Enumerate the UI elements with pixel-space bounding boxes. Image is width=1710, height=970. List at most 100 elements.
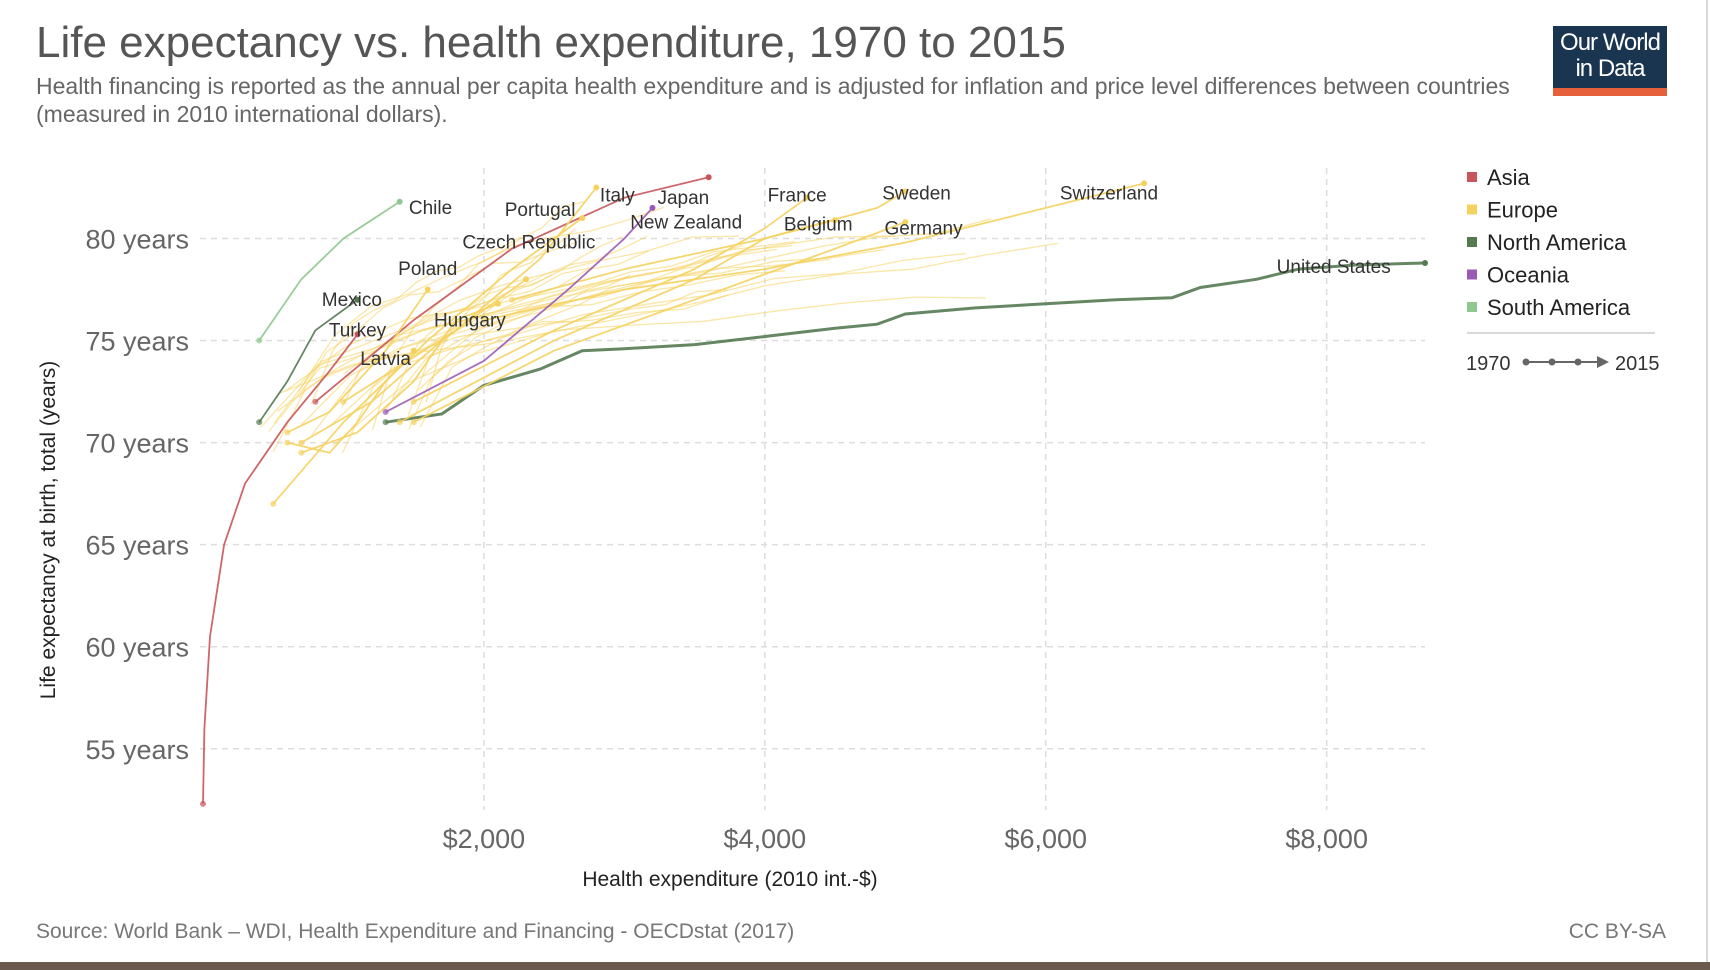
series-lines [200, 174, 1428, 807]
logo-accent-bar [1553, 88, 1667, 96]
series-end-point [354, 296, 361, 303]
series-end-point [902, 188, 909, 195]
legend-item-label[interactable]: Oceania [1487, 263, 1570, 288]
x-tick-label: $8,000 [1285, 824, 1368, 854]
series-line[interactable] [287, 350, 415, 454]
series-end-point [410, 347, 417, 354]
x-tick-label: $4,000 [724, 824, 807, 854]
country-label[interactable]: Czech Republic [462, 233, 595, 254]
background-trajectory [268, 248, 777, 432]
country-label[interactable]: Poland [398, 259, 457, 280]
legend-item-label[interactable]: Europe [1487, 198, 1558, 223]
series-line[interactable] [286, 288, 429, 434]
legend: Asia Europe North America Oceania South Amer… [1466, 165, 1660, 375]
timeline-dot [1548, 358, 1556, 366]
series-line[interactable] [483, 182, 1145, 321]
background-trajectory [328, 252, 966, 428]
series-end-point [523, 276, 530, 283]
y-tick-label: 75 years [85, 327, 189, 357]
background-trajectory [332, 242, 1058, 446]
series-line[interactable] [258, 200, 401, 342]
x-axis-title: Health expenditure (2010 int.-$) [582, 868, 877, 891]
series-start-point [256, 419, 263, 426]
series-end-point [1141, 180, 1148, 187]
series-start-point [382, 408, 389, 415]
chart-svg: Chile Portugal Italy Japan France Sweden Switz… [37, 165, 1660, 891]
logo-line-2: in Data [1575, 55, 1645, 82]
country-label[interactable]: Latvia [360, 349, 411, 370]
background-trajectory [280, 296, 987, 394]
background-trajectory [298, 241, 578, 399]
background-trajectory [408, 274, 631, 430]
country-label[interactable]: Japan [657, 188, 709, 209]
series-end-point [1422, 259, 1428, 266]
series-line[interactable] [399, 219, 836, 423]
y-tick-label: 55 years [85, 735, 189, 765]
country-label[interactable]: Sweden [882, 184, 951, 205]
series-start-point [200, 800, 206, 807]
series-end-point [649, 204, 656, 211]
series-start-point [382, 419, 389, 426]
y-tick-label: 70 years [85, 429, 189, 459]
country-label[interactable]: Portugal [505, 200, 576, 221]
legend-swatch [1467, 172, 1477, 182]
series-start-point [298, 449, 305, 456]
series-end-point [579, 215, 586, 222]
series-end-point [832, 217, 839, 224]
series-line[interactable] [314, 176, 709, 403]
legend-item-label[interactable]: Asia [1487, 165, 1531, 190]
series-start-point [270, 500, 277, 507]
timeline-arrow-icon [1597, 356, 1609, 368]
x-tick-label: $2,000 [443, 824, 526, 854]
series-start-point [284, 429, 291, 436]
country-label[interactable]: Italy [600, 186, 635, 207]
window-bottom-edge [0, 962, 1710, 970]
logo-line-1: Our World [1560, 29, 1661, 56]
country-label[interactable]: France [768, 186, 827, 207]
series-end-point [494, 300, 501, 307]
series-start-point [480, 317, 487, 324]
series-line[interactable] [272, 217, 583, 505]
background-country-lines [259, 201, 1058, 454]
legend-swatch [1467, 269, 1477, 280]
axis-ticks: 55 years 60 years 65 years 70 years 75 years… [85, 224, 1368, 854]
series-line[interactable] [385, 207, 654, 413]
series-line[interactable] [413, 221, 906, 424]
legend-item-label[interactable]: North America [1487, 230, 1627, 255]
country-label[interactable]: Switzerland [1060, 184, 1158, 205]
country-label[interactable]: Belgium [784, 214, 853, 235]
y-axis-title: Life expectancy at birth, total (years) [37, 361, 60, 700]
series-line[interactable] [385, 261, 1426, 424]
y-tick-label: 60 years [85, 633, 189, 663]
series-start-point [410, 419, 417, 426]
series-end-point [902, 219, 909, 226]
series-start-point [256, 337, 263, 344]
timeline-dot [1522, 358, 1530, 366]
series-start-point [340, 398, 347, 405]
background-trajectory [273, 235, 740, 424]
timeline-dot [1574, 358, 1582, 366]
source-note: Source: World Bank – WDI, Health Expendi… [36, 920, 795, 943]
legend-swatch [1467, 302, 1477, 312]
timeline-end-label: 2015 [1615, 353, 1660, 375]
country-label[interactable]: Hungary [434, 310, 506, 331]
x-tick-label: $6,000 [1004, 824, 1087, 854]
legend-swatch [1467, 204, 1477, 215]
country-label[interactable]: Mexico [322, 290, 382, 311]
country-label[interactable]: Turkey [329, 320, 387, 341]
owid-logo[interactable]: Our World in Data [1553, 26, 1667, 96]
license-link[interactable]: CC BY-SA [1568, 920, 1666, 943]
country-label[interactable]: Germany [884, 218, 963, 239]
series-line[interactable] [258, 298, 359, 423]
legend-item-label[interactable]: South America [1487, 295, 1631, 320]
series-line[interactable] [413, 196, 808, 403]
country-label[interactable]: Chile [409, 198, 452, 219]
series-line[interactable] [300, 302, 499, 454]
country-label[interactable]: New Zealand [630, 212, 742, 233]
country-labels: Chile Portugal Italy Japan France Sweden Switz… [322, 184, 1391, 370]
series-start-point [298, 439, 305, 446]
country-label[interactable]: United States [1277, 257, 1391, 278]
series-end-point [803, 194, 810, 201]
series-line[interactable] [202, 333, 359, 804]
